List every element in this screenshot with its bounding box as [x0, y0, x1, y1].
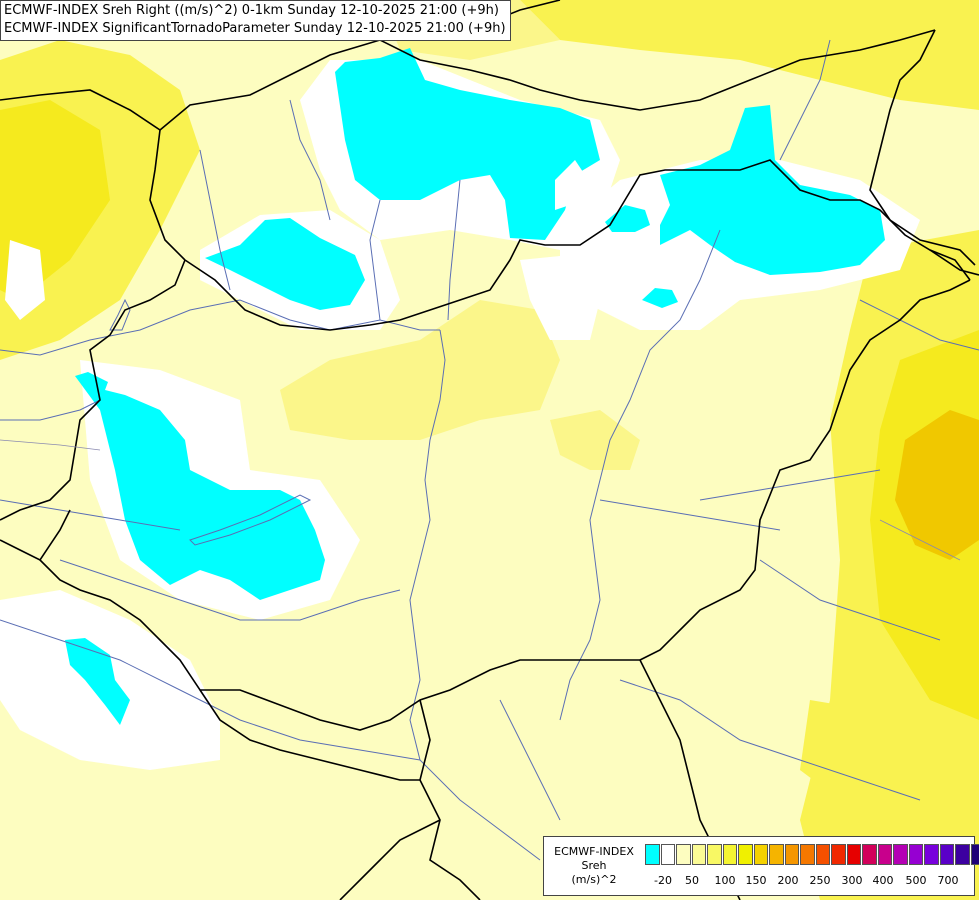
legend-swatch: [831, 844, 846, 865]
cyan-region-north-west: [205, 218, 365, 310]
gold-region-east: [895, 410, 979, 560]
cyan-region-northeast-small: [605, 205, 650, 232]
river-west-1: [0, 399, 101, 421]
legend-swatch: [738, 844, 753, 865]
border-austria-hungary: [0, 259, 186, 521]
river-east-3: [759, 559, 941, 641]
legend-swatch: [800, 844, 815, 865]
legend-swatch: [676, 844, 691, 865]
river-south-2: [499, 699, 561, 821]
legend-tick-label: 300: [841, 874, 863, 887]
legend-title-model: ECMWF-INDEX: [554, 845, 634, 858]
river-danube-south: [409, 329, 446, 761]
border-ukraine-romania: [929, 249, 979, 276]
legend-ticks: -20 50 100 150 200 250 300 400 500 700: [645, 874, 975, 890]
legend-swatch: [645, 844, 660, 865]
river-south-1: [419, 759, 541, 861]
river-east-4: [859, 299, 979, 351]
legend-tick-label: 200: [777, 874, 799, 887]
cyan-region-northeast-dot: [642, 288, 678, 308]
legend-swatches: [645, 844, 979, 865]
yellow-region-south: [800, 700, 880, 800]
white-region-center-north: [520, 255, 600, 340]
title-box: ECMWF-INDEX Sreh Right ((m/s)^2) 0-1km S…: [0, 0, 511, 41]
cyan-region-southwest: [65, 638, 130, 725]
legend-swatch: [784, 844, 799, 865]
yellow-region-north: [520, 0, 979, 110]
legend-tick-label: 500: [905, 874, 927, 887]
legend-swatch: [877, 844, 892, 865]
legend-swatch: [707, 844, 722, 865]
cyan-region-north-hole: [555, 160, 585, 210]
legend-title-variable: Sreh: [581, 859, 607, 872]
contour-2: [879, 519, 961, 561]
border-hungary-croatia-serbia: [39, 559, 640, 731]
legend-title-unit: (m/s)^2: [571, 873, 617, 886]
border-slovakia-poland: [379, 29, 936, 111]
rivers: [0, 39, 979, 861]
legend-swatch: [893, 844, 908, 865]
border-hungary-romania: [639, 279, 971, 661]
border-slovenia-croatia: [0, 509, 71, 562]
legend-swatch: [691, 844, 706, 865]
river-northeast: [779, 39, 831, 161]
white-region-west-edge: [5, 240, 45, 320]
legend-tick-label: 250: [809, 874, 831, 887]
river-drava: [59, 559, 401, 621]
legend-swatch: [924, 844, 939, 865]
cyan-region-north: [335, 48, 600, 240]
legend-swatch: [970, 844, 979, 865]
contour-1: [0, 439, 101, 451]
legend-tick-label: -20: [654, 874, 672, 887]
legend-swatch: [955, 844, 970, 865]
legend-swatch: [846, 844, 861, 865]
river-east-2: [599, 499, 781, 531]
cyan-regions: [65, 48, 885, 725]
cyan-region-west: [75, 372, 325, 600]
title-line-2: ECMWF-INDEX SignificantTornadoParameter …: [4, 21, 506, 36]
title-line-1: ECMWF-INDEX Sreh Right ((m/s)^2) 0-1km S…: [4, 3, 499, 18]
legend-tick-label: 50: [685, 874, 699, 887]
river-lake-balaton: [189, 494, 312, 546]
stp-contours: [0, 439, 961, 561]
legend-tick-label: 400: [872, 874, 894, 887]
river-east-1: [699, 469, 881, 501]
river-vah: [369, 199, 381, 321]
river-hron: [447, 179, 461, 321]
legend-swatch: [939, 844, 954, 865]
legend-swatch: [722, 844, 737, 865]
legend-swatch: [660, 844, 675, 865]
legend-swatch: [862, 844, 877, 865]
legend-tick-label: 150: [745, 874, 767, 887]
river-morava: [199, 149, 231, 291]
border-bosnia-serbia: [339, 819, 441, 900]
cyan-region-northeast: [660, 105, 885, 275]
river-southeast: [619, 679, 921, 801]
border-croatia-bosnia: [199, 689, 420, 781]
river-north: [289, 99, 331, 221]
river-tisza: [559, 229, 721, 721]
legend-title: ECMWF-INDEX Sreh (m/s)^2: [546, 845, 642, 887]
river-west-2: [0, 499, 181, 531]
legend-swatch: [769, 844, 784, 865]
yellow-region-center: [280, 300, 560, 440]
river-danube-west: [0, 299, 440, 356]
border-slovakia-hungary: [184, 159, 971, 331]
legend-swatch: [908, 844, 923, 865]
legend-tick-label: 700: [937, 874, 959, 887]
border-ukraine-poland: [869, 29, 976, 266]
legend-swatch: [815, 844, 830, 865]
legend-swatch: [753, 844, 768, 865]
river-lake-neusiedl: [109, 298, 131, 331]
legend-tick-label: 100: [714, 874, 736, 887]
legend: ECMWF-INDEX Sreh (m/s)^2 -20 50 100 150 200 2…: [543, 836, 979, 896]
